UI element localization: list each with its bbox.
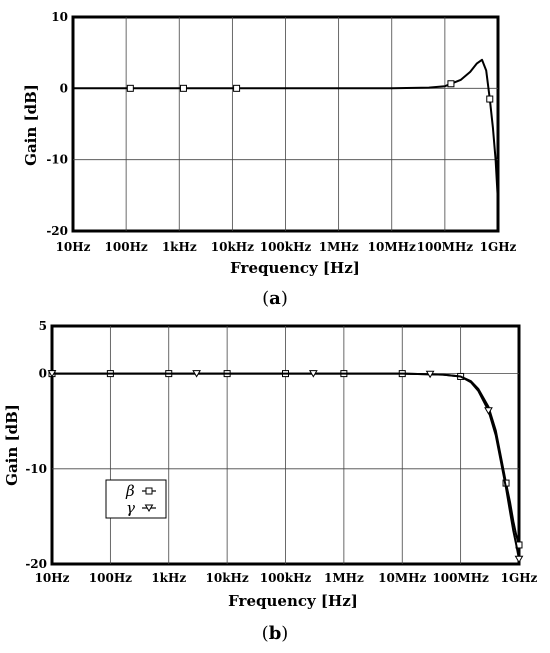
panel-a: 10Hz 100Hz 1kHz 10kHz 100kHz 1MHz 10MHz 100MHz 1… xyxy=(22,10,517,309)
x-tick-label: 10kHz xyxy=(206,571,249,585)
panel-a-y-tick-labels: 10 0 -10 -20 xyxy=(46,10,68,238)
legend-label-beta: β xyxy=(125,482,135,500)
data-point-marker xyxy=(179,84,187,92)
y-tick-label: 0 xyxy=(39,367,47,381)
x-tick-label: 10Hz xyxy=(35,571,70,585)
x-tick-label: 100kHz xyxy=(260,571,312,585)
x-tick-label: 1kHz xyxy=(162,240,197,254)
x-tick-label: 100kHz xyxy=(260,240,312,254)
panel-a-caption: (a) xyxy=(262,288,288,309)
x-tick-label: 100MHz xyxy=(417,240,474,254)
data-point-marker xyxy=(447,80,455,88)
x-tick-label: 1kHz xyxy=(151,571,186,585)
x-tick-label: 100Hz xyxy=(89,571,132,585)
panel-a-y-axis-label: Gain [dB] xyxy=(22,84,40,166)
panel-b-x-axis-label: Frequency [Hz] xyxy=(228,592,358,610)
panel-b-y-tick-labels: 5 0 -10 -20 xyxy=(25,319,47,571)
data-point-marker xyxy=(486,95,494,103)
y-tick-label: -20 xyxy=(46,224,68,238)
x-tick-label: 1GHz xyxy=(501,571,538,585)
y-tick-label: -10 xyxy=(46,153,68,167)
data-point-marker xyxy=(192,370,201,378)
data-point-marker xyxy=(126,84,134,92)
x-tick-label: 10MHz xyxy=(368,240,416,254)
data-point-marker xyxy=(514,555,524,564)
panel-b: 10Hz 100Hz 1kHz 10kHz 100kHz 1MHz 10MHz 100MHz 1… xyxy=(3,319,538,644)
panel-a-series xyxy=(73,58,499,203)
panel-b-legend: β γ xyxy=(105,479,167,519)
y-tick-label: 10 xyxy=(51,10,68,24)
data-point-marker xyxy=(233,84,241,92)
series-line-1 xyxy=(52,372,520,560)
panel-b-y-axis-label: Gain [dB] xyxy=(3,404,21,486)
panel-a-x-axis-label: Frequency [Hz] xyxy=(230,259,360,277)
y-tick-label: 5 xyxy=(39,319,47,333)
panel-b-series xyxy=(47,370,524,564)
y-tick-label: -20 xyxy=(25,557,47,571)
x-tick-label: 100Hz xyxy=(105,240,148,254)
legend-label-gamma: γ xyxy=(126,499,135,517)
y-tick-label: 0 xyxy=(60,81,68,95)
x-tick-label: 1GHz xyxy=(480,240,517,254)
panel-b-gridlines xyxy=(52,326,519,564)
data-point-marker xyxy=(308,370,318,378)
x-tick-label: 1MHz xyxy=(319,240,359,254)
x-tick-label: 10kHz xyxy=(211,240,254,254)
legend-marker-beta xyxy=(145,487,153,495)
legend-marker-gamma xyxy=(144,504,154,512)
y-tick-label: -10 xyxy=(25,462,47,476)
x-tick-label: 10Hz xyxy=(56,240,91,254)
x-tick-label: 100MHz xyxy=(432,571,489,585)
panel-b-caption: (b) xyxy=(262,623,289,644)
panel-a-x-tick-labels: 10Hz 100Hz 1kHz 10kHz 100kHz 1MHz 10MHz 100MHz 1… xyxy=(56,240,517,254)
x-tick-label: 10MHz xyxy=(378,571,426,585)
data-point-marker xyxy=(484,407,493,415)
data-point-marker xyxy=(425,370,435,379)
panel-b-x-tick-labels: 10Hz 100Hz 1kHz 10kHz 100kHz 1MHz 10MHz 100MHz 1… xyxy=(35,571,538,585)
legend-box xyxy=(105,479,167,519)
data-point-marker xyxy=(47,370,57,378)
x-tick-label: 1MHz xyxy=(324,571,364,585)
panel-a-gridlines xyxy=(73,17,498,231)
